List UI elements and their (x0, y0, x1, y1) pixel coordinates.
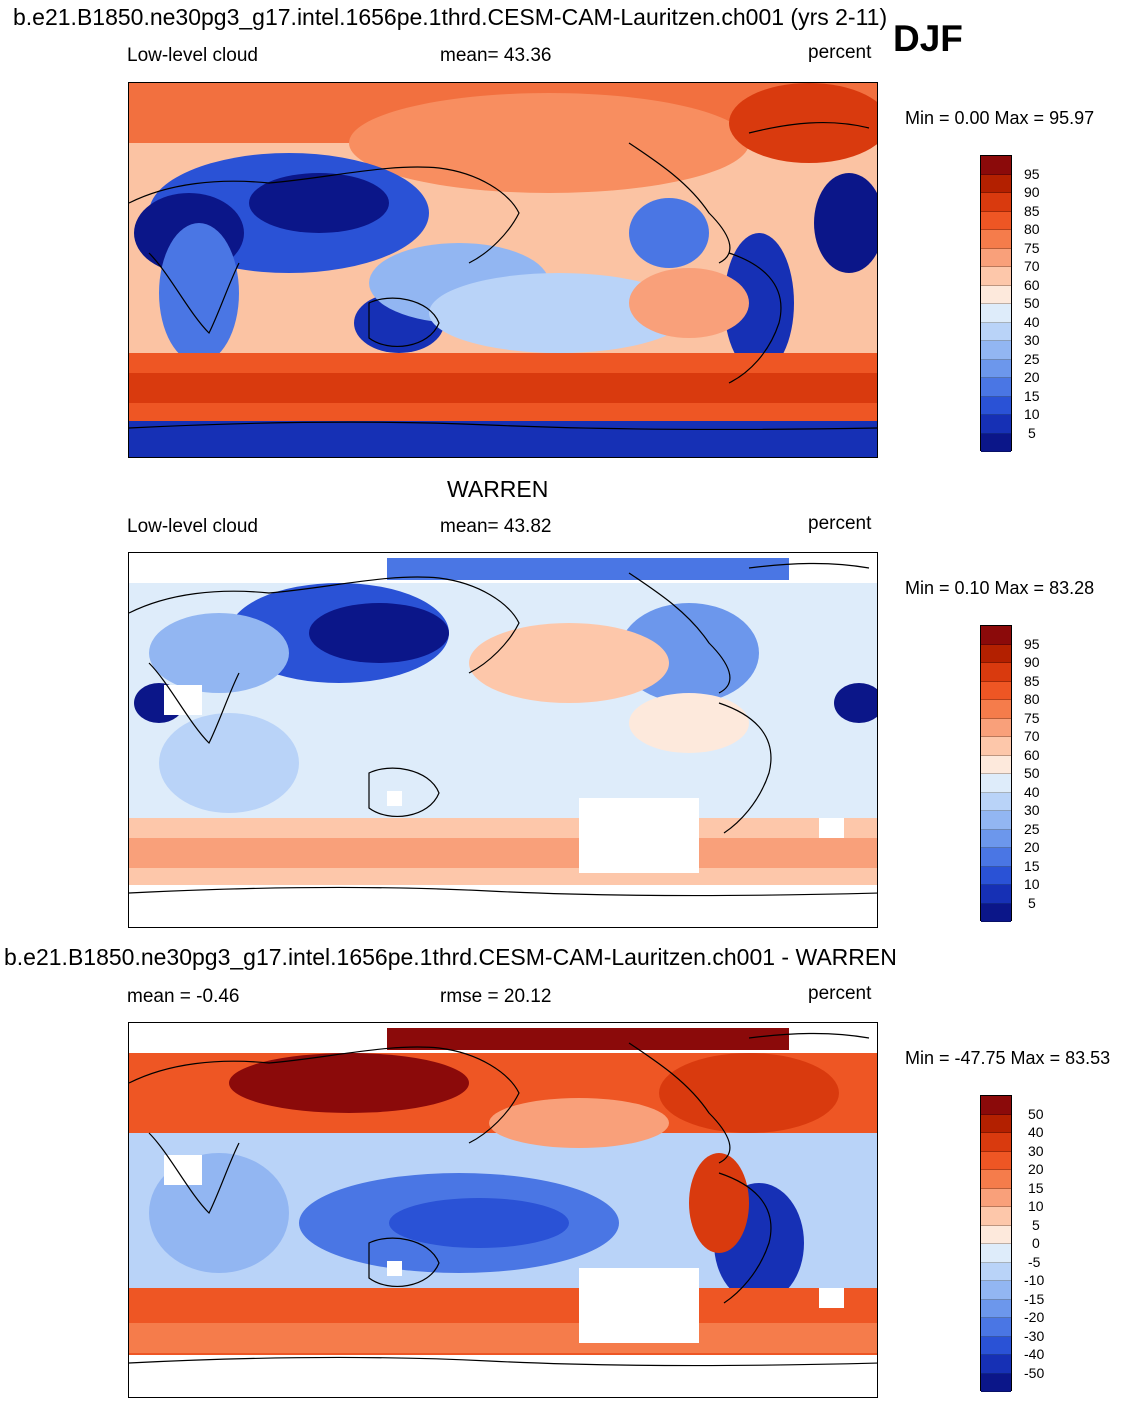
cbar3-tick: 10 (1028, 1198, 1044, 1214)
cbar2-tick: 40 (1024, 784, 1040, 800)
cbar2-tick: 15 (1024, 858, 1040, 874)
panel3-map-svg (129, 1023, 877, 1397)
panel3-units-label: percent (808, 983, 872, 1004)
cbar2-tick: 80 (1024, 691, 1040, 707)
cbar3-tick: 5 (1032, 1217, 1040, 1233)
cbar3-tick: 0 (1032, 1235, 1040, 1251)
cbar1-tick: 15 (1024, 388, 1040, 404)
cbar3-tick: -5 (1028, 1254, 1041, 1270)
cbar1-tick: 10 (1024, 406, 1040, 422)
panel1-map (128, 82, 878, 458)
cbar1-tick: 85 (1024, 203, 1040, 219)
cbar2-tick: 85 (1024, 673, 1040, 689)
cbar2-tick: 5 (1028, 895, 1036, 911)
cbar2-tick: 95 (1024, 636, 1040, 652)
cbar1-tick: 95 (1024, 166, 1040, 182)
panel2-variable-label: Low-level cloud (127, 516, 258, 537)
cbar1-tick: 60 (1024, 277, 1040, 293)
cbar2-tick: 50 (1024, 765, 1040, 781)
cbar3-tick: 30 (1028, 1143, 1044, 1159)
cbar1-tick: 25 (1024, 351, 1040, 367)
cbar2-tick: 60 (1024, 747, 1040, 763)
cbar1-tick: 20 (1024, 369, 1040, 385)
cbar2-tick: 90 (1024, 654, 1040, 670)
season-label: DJF (893, 18, 963, 59)
cbar3-tick: -10 (1024, 1272, 1045, 1288)
panel3-rmse-label: rmse = 20.12 (440, 986, 552, 1007)
cbar3-tick: 20 (1028, 1161, 1044, 1177)
cbar3-tick: 40 (1028, 1124, 1044, 1140)
cbar3-tick: -50 (1024, 1365, 1045, 1381)
panel2-mean-label: mean= 43.82 (440, 516, 552, 537)
cbar1-tick: 75 (1024, 240, 1040, 256)
cbar2-tick: 70 (1024, 728, 1040, 744)
figure-title: b.e21.B1850.ne30pg3_g17.intel.1656pe.1th… (13, 4, 888, 30)
panel3-heading: b.e21.B1850.ne30pg3_g17.intel.1656pe.1th… (4, 944, 897, 970)
cbar2-tick: 30 (1024, 802, 1040, 818)
panel3-map (128, 1022, 878, 1398)
cbar1-tick: 5 (1028, 425, 1036, 441)
panel1-minmax: Min = 0.00 Max = 95.97 (905, 108, 1095, 128)
panel2-minmax: Min = 0.10 Max = 83.28 (905, 578, 1095, 598)
panel2-colorbar (980, 625, 1012, 922)
cbar2-tick: 20 (1024, 839, 1040, 855)
cbar2-tick: 10 (1024, 876, 1040, 892)
panel2-heading: WARREN (447, 476, 549, 502)
panel3-minmax: Min = -47.75 Max = 83.53 (905, 1048, 1111, 1068)
panel2-map (128, 552, 878, 928)
panel1-coastlines (129, 121, 870, 384)
cbar3-tick: 50 (1028, 1106, 1044, 1122)
panel2-coastlines (129, 562, 870, 834)
cbar3-tick: -30 (1024, 1328, 1045, 1344)
cbar2-tick: 75 (1024, 710, 1040, 726)
cbar1-tick: 70 (1024, 258, 1040, 274)
panel1-map-svg (129, 83, 877, 457)
cbar1-tick: 90 (1024, 184, 1040, 200)
panel2-map-svg (129, 553, 877, 927)
cbar3-tick: 15 (1028, 1180, 1044, 1196)
panel3-colorbar (980, 1095, 1012, 1392)
panel2-units-label: percent (808, 513, 872, 534)
cbar1-tick: 40 (1024, 314, 1040, 330)
cbar1-tick: 80 (1024, 221, 1040, 237)
cbar3-tick: -15 (1024, 1291, 1045, 1307)
panel1-colorbar (980, 155, 1012, 452)
cbar2-tick: 25 (1024, 821, 1040, 837)
cbar1-tick: 50 (1024, 295, 1040, 311)
cbar3-tick: -40 (1024, 1346, 1045, 1362)
panel1-mean-label: mean= 43.36 (440, 45, 552, 66)
panel1-variable-label: Low-level cloud (127, 45, 258, 66)
cbar3-tick: -20 (1024, 1309, 1045, 1325)
panel1-units-label: percent (808, 42, 872, 63)
cbar1-tick: 30 (1024, 332, 1040, 348)
panel3-coastlines (129, 1032, 870, 1304)
panel3-mean-label: mean = -0.46 (127, 986, 240, 1007)
